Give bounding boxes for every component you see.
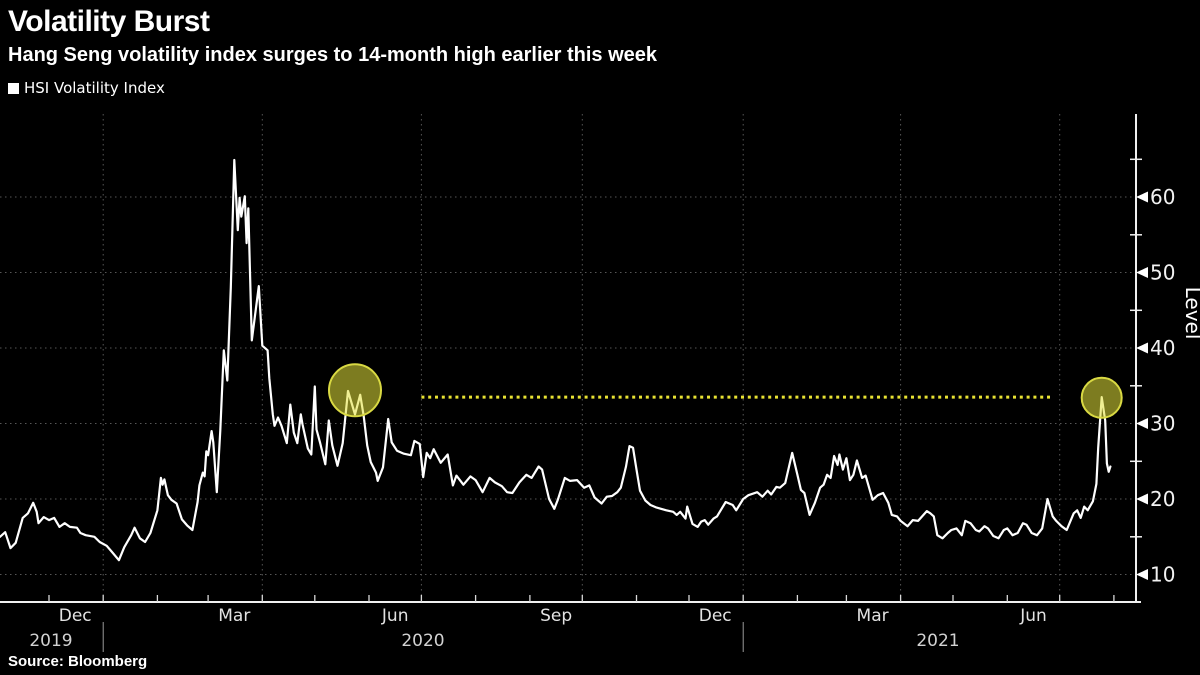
- y-axis-tick-arrow: [1136, 569, 1148, 580]
- page-title: Volatility Burst: [8, 5, 210, 38]
- y-axis-tick-label: 60: [1150, 185, 1175, 209]
- legend-label: HSI Volatility Index: [24, 79, 165, 97]
- y-axis-title: Level: [1181, 287, 1200, 340]
- x-axis-month-label: Dec: [59, 606, 92, 626]
- x-axis-year-label: 2019: [29, 631, 72, 651]
- highlight-circle: [328, 363, 382, 418]
- x-axis-month-label: Mar: [218, 606, 250, 626]
- y-axis-tick-arrow: [1136, 267, 1148, 278]
- legend-swatch-icon: [8, 82, 19, 94]
- y-axis-tick-label: 30: [1150, 412, 1175, 436]
- highlight-circle: [1080, 376, 1123, 419]
- y-axis-tick-label: 50: [1150, 261, 1175, 285]
- chart-subtitle: Hang Seng volatility index surges to 14-…: [8, 44, 658, 66]
- y-axis-tick-arrow: [1136, 342, 1148, 354]
- x-axis-month-label: Jun: [1019, 606, 1047, 626]
- x-axis-year-label: 2021: [916, 631, 959, 651]
- y-axis-tick-arrow: [1136, 418, 1148, 429]
- x-axis-month-label: Dec: [699, 606, 732, 626]
- y-axis-tick-arrow: [1136, 493, 1148, 505]
- y-axis-tick-label: 20: [1150, 487, 1175, 511]
- hsi-volatility-series-line: [0, 158, 1112, 562]
- x-axis-month-label: Mar: [857, 606, 889, 626]
- x-axis-month-label: Sep: [540, 606, 572, 626]
- x-axis-month-label: Jun: [381, 606, 409, 626]
- y-axis-tick-label: 10: [1150, 563, 1175, 587]
- x-axis-year-label: 2020: [401, 631, 444, 651]
- y-axis-tick-label: 40: [1150, 336, 1175, 360]
- source-caption: Source: Bloomberg: [8, 653, 148, 670]
- legend: HSI Volatility Index: [8, 79, 657, 97]
- y-axis-tick-arrow: [1136, 191, 1148, 203]
- chart-header: Volatility Burst Hang Seng volatility in…: [8, 4, 657, 97]
